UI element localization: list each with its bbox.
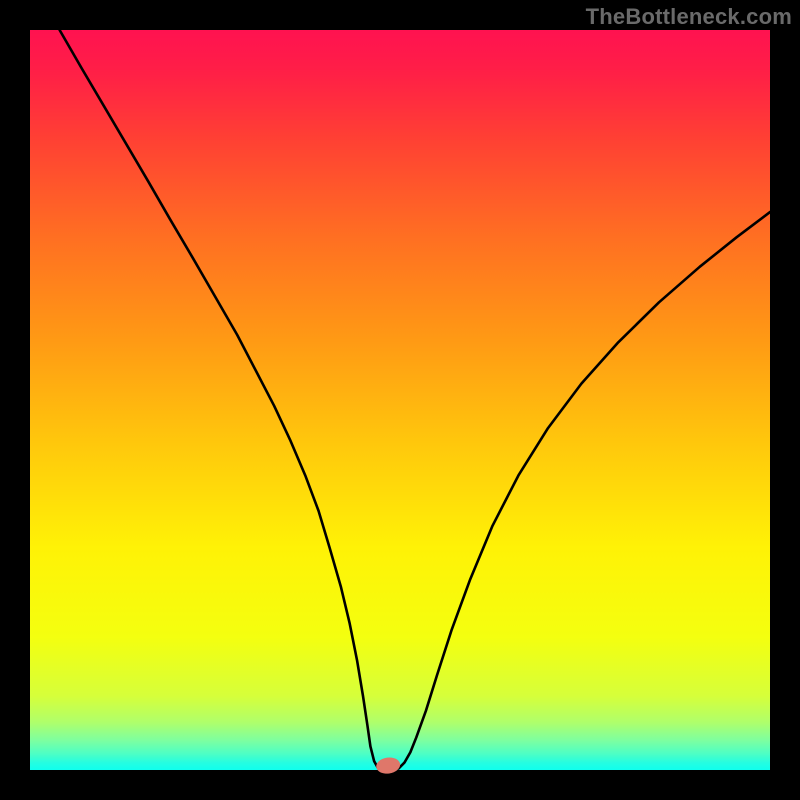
- chart-container: TheBottleneck.com: [0, 0, 800, 800]
- plot-area: [30, 30, 770, 770]
- bottleneck-chart: [0, 0, 800, 800]
- watermark-text: TheBottleneck.com: [586, 4, 792, 30]
